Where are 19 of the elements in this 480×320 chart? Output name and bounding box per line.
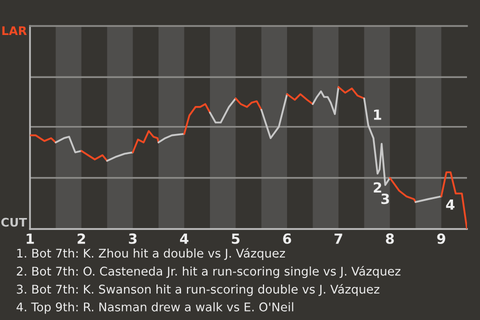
x-tick-label: 9	[437, 233, 446, 244]
x-tick-label: 8	[386, 233, 394, 244]
annotation: 2	[374, 182, 382, 193]
text: 1. Bot 7th: K. Zhou hit a double vs J. Vázquez	[17, 248, 285, 260]
x-tick-label: 2	[78, 233, 86, 244]
text: 3. Bot 7th: K. Swanson hit a run-scoring double vs J. Vázquez	[16, 284, 380, 296]
text: CUT	[1, 218, 27, 227]
x-tick-label: 7	[334, 234, 342, 244]
x-tick-label: 6	[283, 233, 292, 244]
text: 4. Top 9th: R. Nasman drew a walk vs E. O'Neil	[16, 302, 294, 314]
text: LAR	[2, 26, 27, 35]
x-tick-label: 5	[232, 234, 240, 244]
annotation: 1	[374, 110, 382, 120]
text: 2. Bot 7th: O. Casteneda Jr. hit a run-scoring single vs J. Vázquez	[16, 266, 400, 278]
x-tick-label: 1	[26, 234, 34, 244]
annotation: 4	[446, 200, 454, 210]
x-tick-label: 3	[128, 233, 137, 244]
annotation: 3	[381, 194, 389, 204]
x-tick-label: 4	[180, 234, 188, 244]
